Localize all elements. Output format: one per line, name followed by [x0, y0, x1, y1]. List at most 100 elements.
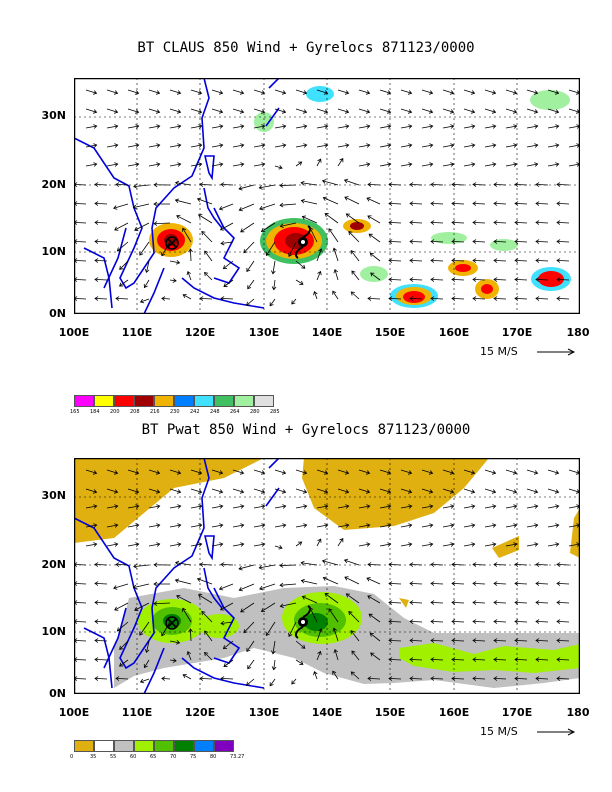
wind-arrow: [199, 298, 213, 300]
wind-arrow-head: [261, 504, 266, 509]
wind-arrow-head: [339, 537, 344, 543]
colorbar-swatch: [134, 395, 154, 407]
wind-arrow-head: [367, 562, 372, 567]
wind-arrow: [94, 621, 108, 623]
wind-arrow: [253, 125, 265, 129]
wind-arrow: [295, 260, 306, 269]
wind-arrow: [535, 184, 549, 186]
wind-arrow-head: [222, 265, 228, 270]
wind-arrow: [526, 488, 538, 493]
wind-arrow: [94, 260, 108, 262]
wind-arrow-head: [115, 182, 120, 187]
wind-arrow-head: [161, 252, 166, 257]
wind-arrow-head: [429, 504, 434, 509]
gyre-marker-crossed: [165, 616, 179, 630]
wind-arrow-head: [92, 489, 98, 494]
wind-arrow: [344, 576, 360, 585]
wind-arrow-head: [366, 124, 371, 129]
wind-arrow: [409, 203, 423, 205]
wind-arrow: [74, 564, 87, 566]
wind-arrow-head: [156, 162, 161, 167]
wind-arrow-head: [323, 470, 329, 475]
wind-arrow-head: [472, 619, 477, 624]
wind-arrow: [127, 524, 139, 528]
wind-arrow-head: [176, 640, 181, 645]
wind-arrow-head: [514, 239, 519, 244]
wind-arrow-head: [324, 523, 329, 528]
wind-arrow-head: [332, 247, 337, 252]
wind-arrow: [535, 298, 549, 300]
wind-arrow: [119, 659, 129, 667]
p1-xlab: 140E: [311, 326, 343, 339]
wind-arrow-head: [302, 109, 308, 114]
wind-arrow: [190, 125, 202, 129]
wind-arrow-head: [288, 252, 293, 258]
wind-arrow: [334, 269, 339, 281]
wind-arrow-head: [177, 523, 182, 528]
wind-arrow-head: [470, 470, 476, 475]
wind-arrow: [295, 469, 307, 474]
wind-arrow-head: [387, 124, 392, 129]
colorbar-label: 65: [150, 754, 157, 760]
wind-arrow-head: [300, 578, 305, 584]
wind-arrow: [322, 180, 339, 186]
wind-arrow: [463, 108, 475, 113]
wind-arrow: [309, 607, 318, 623]
wind-arrow: [388, 184, 402, 186]
wind-arrow-head: [470, 489, 476, 494]
wind-arrow: [74, 602, 87, 604]
wind-arrow-head: [303, 143, 308, 148]
wind-arrow-head: [317, 538, 322, 543]
wind-arrow: [568, 505, 580, 509]
wind-arrow-head: [260, 90, 266, 95]
p2-xlab: 140E: [311, 706, 343, 719]
wind-arrow-head: [409, 239, 414, 244]
wind-arrow: [148, 488, 160, 493]
p1-xlab: 120E: [184, 326, 216, 339]
wind-arrow-head: [113, 585, 118, 590]
wind-arrow: [246, 298, 255, 306]
p1-xlab: 150E: [374, 326, 406, 339]
wind-arrow-head: [269, 302, 274, 307]
wind-arrow-head: [134, 109, 140, 114]
wind-arrow: [169, 89, 181, 94]
wind-arrow-head: [198, 214, 203, 219]
wind-arrow-head: [92, 90, 98, 95]
wind-arrow-head: [344, 90, 350, 95]
wind-arrow: [85, 488, 97, 493]
wind-arrow: [400, 144, 412, 148]
wind-arrow-head: [182, 227, 187, 232]
wind-arrow-head: [351, 650, 356, 655]
wind-arrow-head: [514, 277, 519, 282]
colorbar-swatch: [154, 395, 174, 407]
wind-arrow: [204, 272, 213, 281]
wind-arrow-head: [534, 504, 539, 509]
wind-arrow-head: [471, 124, 476, 129]
wind-arrow: [337, 488, 349, 493]
wind-arrow: [358, 144, 370, 148]
wind-arrow-head: [534, 542, 539, 547]
wind-arrow-head: [387, 542, 392, 547]
wind-arrow-head: [450, 124, 455, 129]
wind-arrow: [493, 583, 507, 585]
wind-arrow: [220, 241, 234, 244]
wind-arrow: [273, 279, 276, 290]
wind-arrow-head: [533, 90, 539, 95]
wind-arrow: [316, 628, 322, 642]
wind-arrow-head: [240, 608, 245, 613]
wind-arrow-head: [94, 676, 99, 681]
wind-arrow: [421, 163, 433, 167]
wind-arrow-head: [321, 559, 327, 564]
wind-arrow-head: [240, 228, 245, 233]
wind-arrow-head: [197, 489, 203, 494]
wind-arrow: [367, 564, 381, 566]
p2-xlab: 170E: [501, 706, 533, 719]
wind-arrow-head: [204, 271, 209, 277]
wind-arrow-head: [492, 523, 497, 528]
wind-arrow: [351, 270, 360, 281]
wind-arrow: [316, 524, 328, 528]
wind-arrow-head: [408, 162, 413, 167]
wind-arrow: [134, 602, 150, 611]
wind-arrow: [190, 144, 202, 148]
wind-arrow: [190, 543, 202, 547]
